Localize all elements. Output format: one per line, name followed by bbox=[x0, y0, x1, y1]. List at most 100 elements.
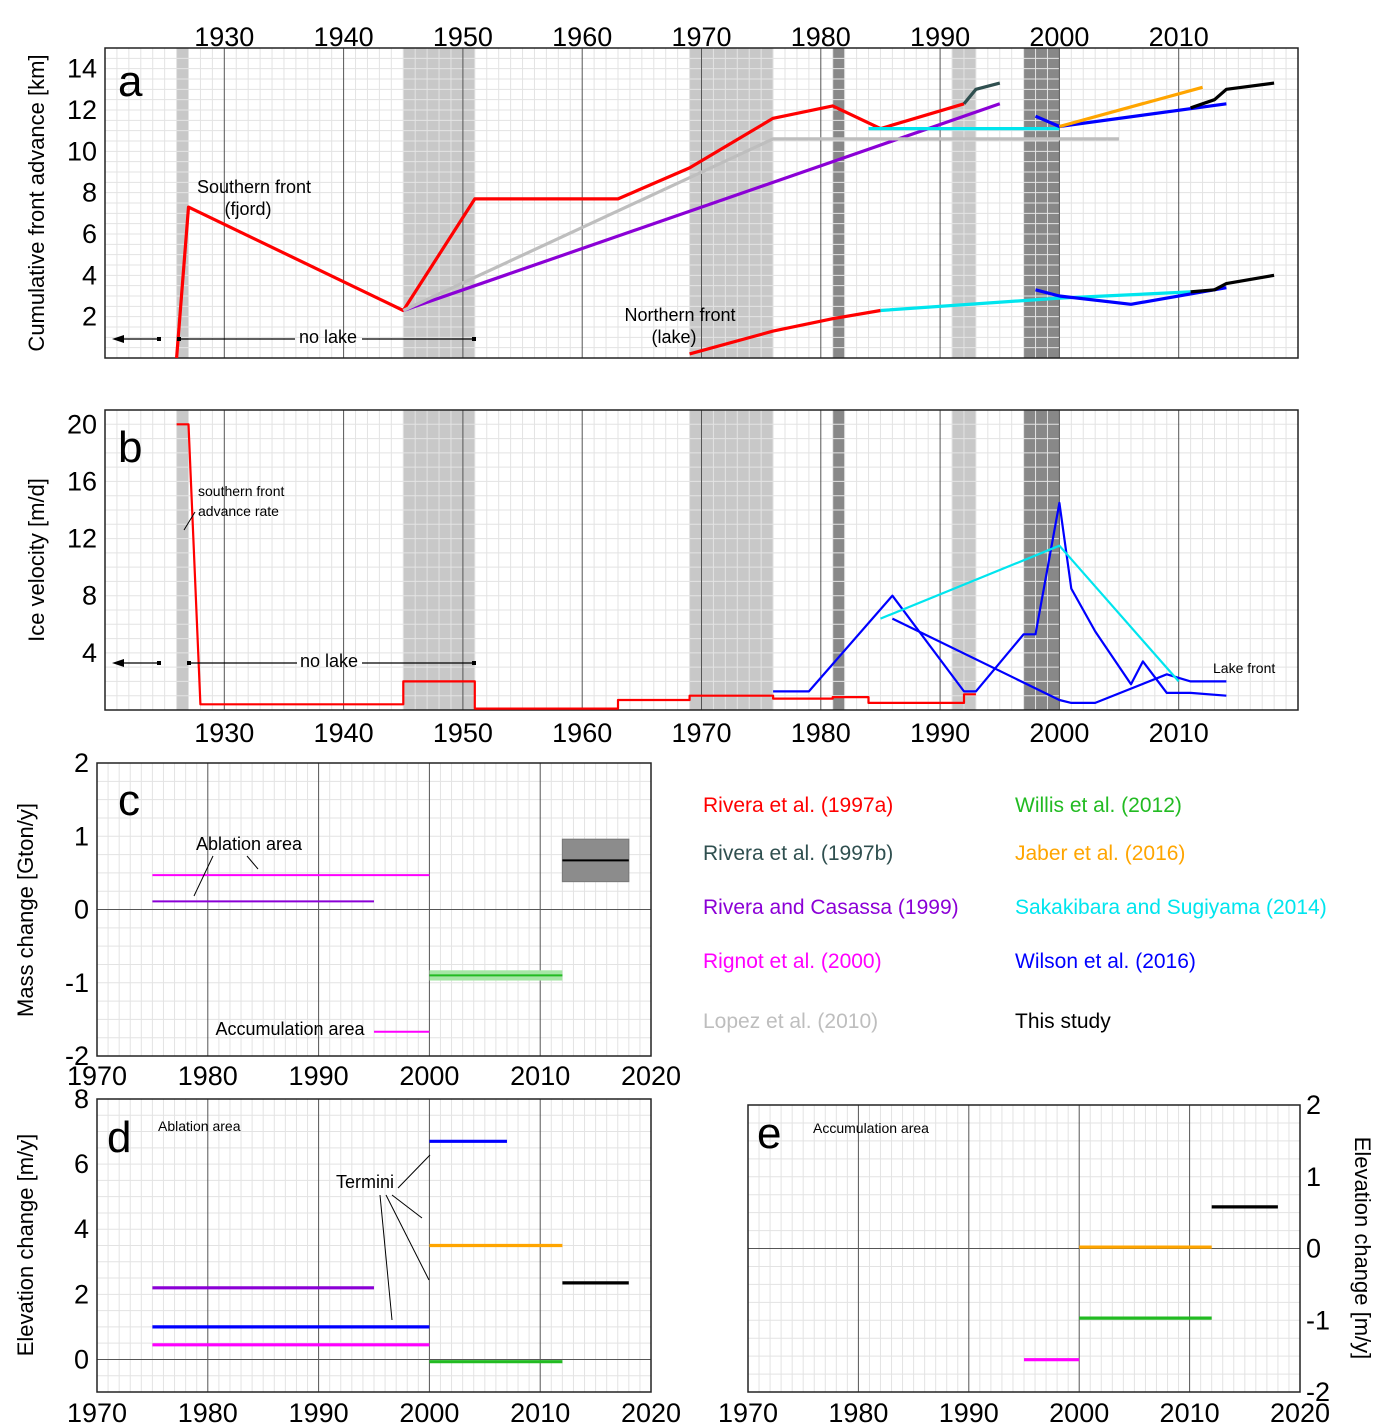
panel-label-d: d bbox=[107, 1113, 131, 1162]
x-tick-label: 1970 bbox=[671, 718, 731, 748]
y-tick-label: -1 bbox=[65, 968, 89, 998]
annotation-pointer bbox=[183, 511, 196, 531]
annotation-termini: Termini bbox=[336, 1172, 394, 1192]
x-tick-label: 2000 bbox=[1029, 718, 1089, 748]
x-tick-label: 1960 bbox=[552, 22, 612, 52]
x-tick-label: 1980 bbox=[178, 1061, 238, 1091]
arrow-end-marker bbox=[157, 661, 161, 665]
y-tick-label: 0 bbox=[1306, 1234, 1321, 1264]
y-tick-label: 2 bbox=[1306, 1090, 1321, 1120]
annotation-advance-rate: advance rate bbox=[198, 503, 279, 519]
x-tick-label: 2010 bbox=[510, 1398, 570, 1426]
y-tick-label: 12 bbox=[67, 524, 97, 554]
axes-frame bbox=[96, 762, 652, 1057]
x-tick-label: 2020 bbox=[1270, 1398, 1330, 1426]
annotation-southern-front-rate: southern front bbox=[198, 483, 284, 499]
x-tick-label: 2000 bbox=[1029, 22, 1089, 52]
y-tick-label: 20 bbox=[67, 409, 97, 439]
legend-entry: Jaber et al. (2016) bbox=[1015, 842, 1185, 865]
x-tick-label: 1970 bbox=[718, 1398, 778, 1426]
y-tick-label: 6 bbox=[74, 1149, 89, 1179]
axes-frame bbox=[104, 47, 1299, 359]
termini-pointer bbox=[397, 1154, 431, 1189]
panel-label-b: b bbox=[118, 423, 142, 472]
x-tick-label: 1990 bbox=[910, 22, 970, 52]
y-axis-title: Elevation change [m/y] bbox=[13, 1134, 38, 1357]
series-line bbox=[880, 290, 1191, 313]
y-tick-label: 4 bbox=[74, 1214, 89, 1244]
x-tick-label: 1940 bbox=[314, 22, 374, 52]
annotation-no-lake: no lake bbox=[299, 327, 357, 347]
y-axis-title: Cumulative front advance [km] bbox=[24, 54, 49, 351]
x-tick-label: 1970 bbox=[67, 1061, 127, 1091]
x-tick-label: 1980 bbox=[791, 718, 851, 748]
x-tick-label: 1930 bbox=[194, 22, 254, 52]
x-tick-label: 1990 bbox=[289, 1398, 349, 1426]
legend-entry: Rivera et al. (1997b) bbox=[703, 842, 893, 865]
legend-entry: Wilson et al. (2016) bbox=[1015, 950, 1196, 973]
y-tick-label: 10 bbox=[67, 136, 97, 166]
series-line bbox=[402, 137, 1119, 312]
annotation-northern-front: Northern front bbox=[624, 305, 735, 325]
span-marker bbox=[472, 337, 476, 341]
series-line bbox=[689, 308, 881, 356]
annotation-no-lake: no lake bbox=[300, 651, 358, 671]
x-tick-label: 2020 bbox=[621, 1398, 681, 1426]
termini-pointer bbox=[379, 1194, 393, 1321]
x-tick-label: 1980 bbox=[828, 1398, 888, 1426]
annotation-pointer bbox=[246, 855, 259, 870]
annotation-accumulation-area: Accumulation area bbox=[215, 1019, 365, 1039]
series-line bbox=[962, 81, 1001, 105]
span-marker bbox=[472, 661, 476, 665]
y-axis-title: Mass change [Gton/y] bbox=[13, 803, 38, 1017]
panel-label-e: e bbox=[757, 1109, 781, 1158]
shade-band bbox=[689, 410, 774, 710]
axes-frame bbox=[104, 409, 1299, 711]
x-tick-label: 1940 bbox=[314, 718, 374, 748]
legend-entry: Rivera and Casassa (1999) bbox=[703, 896, 959, 919]
arrow-end-marker bbox=[157, 337, 161, 341]
y-tick-label: 1 bbox=[1306, 1162, 1321, 1192]
legend-entry: Lopez et al. (2010) bbox=[703, 1010, 878, 1033]
legend-entry: Rivera et al. (1997a) bbox=[703, 794, 893, 817]
y-tick-label: 8 bbox=[82, 178, 97, 208]
series-line bbox=[1058, 85, 1204, 129]
x-tick-label: 2000 bbox=[1049, 1398, 1109, 1426]
annotation-lake-front: Lake front bbox=[1213, 660, 1275, 676]
legend-entry: This study bbox=[1015, 1010, 1111, 1033]
y-axis-title: Ice velocity [m/d] bbox=[24, 478, 49, 642]
termini-pointer bbox=[391, 1194, 423, 1219]
y-tick-label: 12 bbox=[67, 95, 97, 125]
x-tick-label: 1990 bbox=[939, 1398, 999, 1426]
termini-pointer bbox=[385, 1194, 430, 1281]
y-tick-label: 2 bbox=[74, 1279, 89, 1309]
annotation-southern-front: Southern front bbox=[197, 177, 311, 197]
legend-entry: Rignot et al. (2000) bbox=[703, 950, 882, 973]
x-tick-label: 2010 bbox=[510, 1061, 570, 1091]
span-marker bbox=[187, 661, 191, 665]
series-line bbox=[891, 617, 1227, 705]
y-tick-label: 2 bbox=[74, 748, 89, 778]
y-tick-label: 4 bbox=[82, 260, 97, 290]
annotation-ablation-area: Ablation area bbox=[196, 834, 303, 854]
x-tick-label: 1930 bbox=[194, 718, 254, 748]
y-axis-title: Elevation change [m/y] bbox=[1350, 1137, 1375, 1360]
span-marker bbox=[177, 337, 181, 341]
x-tick-label: 2010 bbox=[1149, 718, 1209, 748]
y-tick-label: 0 bbox=[74, 895, 89, 925]
x-tick-label: 1950 bbox=[433, 718, 493, 748]
x-tick-label: 1990 bbox=[910, 718, 970, 748]
panel-label-c: c bbox=[118, 776, 140, 825]
y-tick-label: 14 bbox=[67, 54, 97, 84]
x-tick-label: 2010 bbox=[1160, 1398, 1220, 1426]
series-line bbox=[773, 501, 1227, 697]
series-line bbox=[175, 102, 965, 359]
annotation-lake: (lake) bbox=[651, 327, 696, 347]
y-tick-label: 8 bbox=[74, 1084, 89, 1114]
y-tick-label: 0 bbox=[74, 1344, 89, 1374]
y-tick-label: -2 bbox=[1306, 1377, 1330, 1407]
annotation-pointer bbox=[193, 855, 214, 897]
x-tick-label: 2020 bbox=[621, 1061, 681, 1091]
series-line bbox=[1190, 81, 1275, 110]
